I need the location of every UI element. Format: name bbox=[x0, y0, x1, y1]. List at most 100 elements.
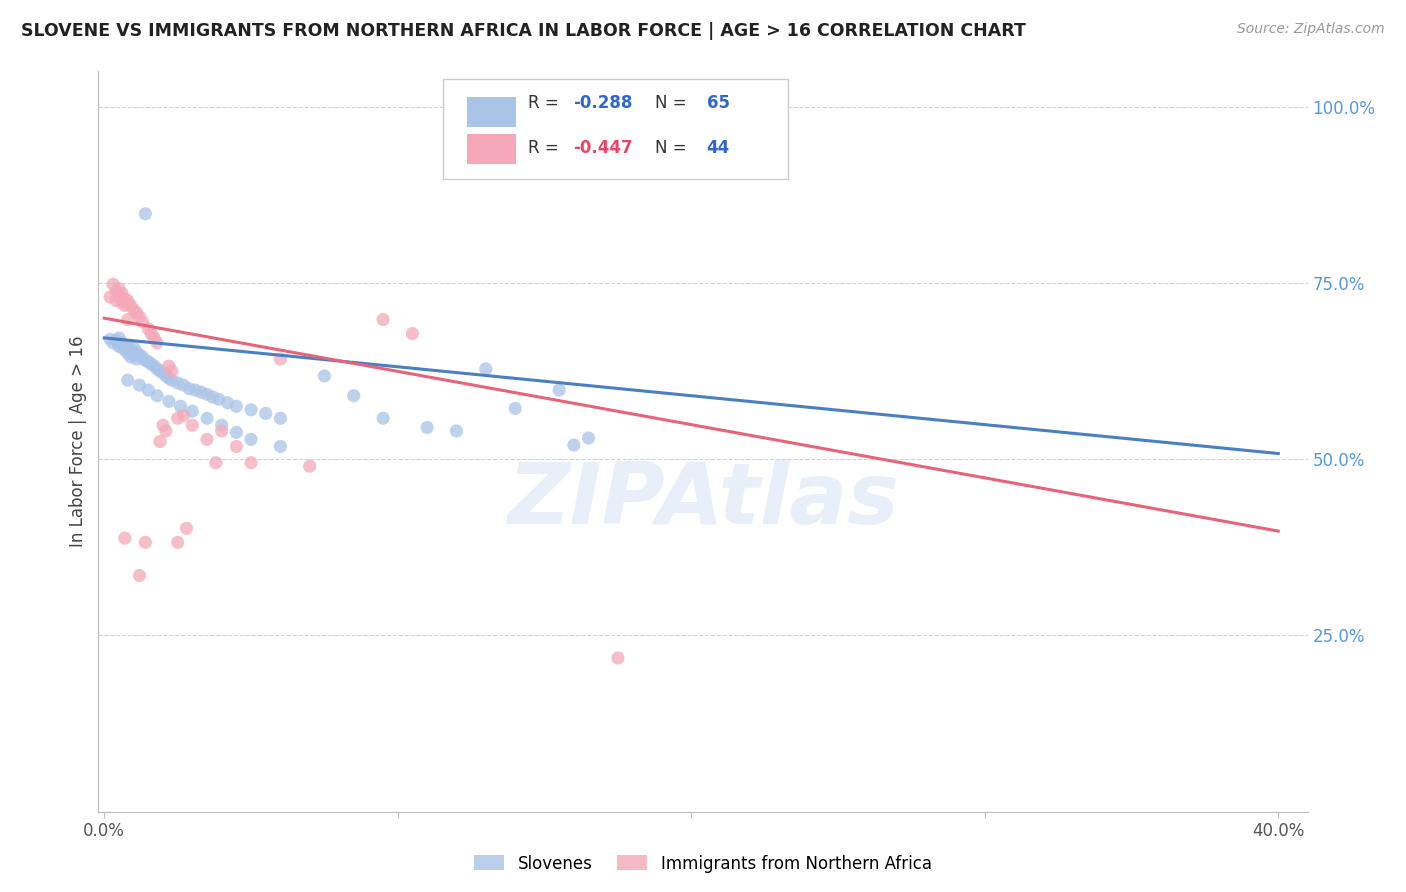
Point bbox=[136, 322, 159, 336]
Point bbox=[225, 425, 247, 440]
Point bbox=[181, 418, 204, 433]
Point bbox=[108, 288, 131, 302]
Point bbox=[105, 334, 128, 348]
Point bbox=[240, 402, 263, 417]
Point bbox=[98, 332, 121, 346]
Point bbox=[114, 338, 136, 352]
Point bbox=[125, 352, 148, 367]
Point bbox=[208, 392, 231, 407]
Point bbox=[371, 411, 394, 425]
Point bbox=[204, 456, 226, 470]
Point bbox=[117, 339, 139, 353]
Point bbox=[166, 376, 188, 390]
Point bbox=[195, 433, 218, 447]
Point bbox=[105, 285, 128, 299]
Point bbox=[108, 331, 131, 345]
Point bbox=[136, 383, 159, 397]
Point bbox=[152, 418, 174, 433]
Point bbox=[179, 382, 201, 396]
Point bbox=[136, 355, 159, 369]
Point bbox=[225, 399, 247, 413]
Point bbox=[122, 302, 145, 317]
Point bbox=[108, 281, 131, 295]
Point bbox=[343, 389, 366, 403]
Point bbox=[562, 438, 585, 452]
Point bbox=[169, 399, 191, 413]
Point bbox=[131, 350, 153, 364]
Point bbox=[125, 345, 148, 359]
Point bbox=[111, 295, 134, 310]
Y-axis label: In Labor Force | Age > 16: In Labor Force | Age > 16 bbox=[69, 335, 87, 548]
Point bbox=[416, 420, 439, 434]
Point bbox=[160, 373, 183, 387]
Point bbox=[371, 312, 394, 326]
Point bbox=[146, 335, 169, 350]
Point bbox=[117, 373, 139, 387]
Point bbox=[225, 440, 247, 454]
Text: R =: R = bbox=[527, 138, 564, 157]
Point bbox=[128, 568, 150, 582]
Point bbox=[143, 331, 166, 345]
Point bbox=[157, 371, 180, 385]
Legend: Slovenes, Immigrants from Northern Africa: Slovenes, Immigrants from Northern Afric… bbox=[468, 848, 938, 880]
Point bbox=[134, 207, 156, 221]
Point bbox=[117, 293, 139, 308]
Point bbox=[254, 406, 277, 420]
Point bbox=[157, 394, 180, 409]
Text: SLOVENE VS IMMIGRANTS FROM NORTHERN AFRICA IN LABOR FORCE | AGE > 16 CORRELATION: SLOVENE VS IMMIGRANTS FROM NORTHERN AFRI… bbox=[21, 22, 1026, 40]
Point bbox=[114, 292, 136, 306]
Point bbox=[111, 341, 134, 355]
Point bbox=[173, 378, 195, 392]
Point bbox=[240, 456, 263, 470]
Point bbox=[111, 335, 134, 350]
Text: ZIPAtlas: ZIPAtlas bbox=[508, 459, 898, 542]
Point bbox=[201, 390, 224, 404]
Point bbox=[503, 401, 526, 416]
Point bbox=[143, 359, 166, 373]
Point bbox=[157, 359, 180, 373]
Point bbox=[128, 348, 150, 362]
Point bbox=[269, 411, 291, 425]
Point bbox=[122, 341, 145, 355]
Point bbox=[146, 389, 169, 403]
Text: N =: N = bbox=[655, 95, 692, 112]
Text: R =: R = bbox=[527, 95, 564, 112]
Point bbox=[217, 396, 239, 410]
Point bbox=[446, 424, 468, 438]
Point bbox=[314, 368, 336, 383]
Point bbox=[401, 326, 423, 341]
Point bbox=[548, 383, 571, 397]
Point bbox=[125, 305, 148, 319]
Point bbox=[101, 277, 124, 292]
Point bbox=[134, 353, 156, 368]
Point bbox=[269, 352, 291, 367]
Point bbox=[105, 293, 128, 308]
Point bbox=[117, 346, 139, 360]
Point bbox=[131, 315, 153, 329]
Bar bbox=[467, 97, 516, 127]
Point bbox=[141, 326, 163, 341]
Point bbox=[184, 383, 207, 397]
Text: 44: 44 bbox=[707, 138, 730, 157]
Text: Source: ZipAtlas.com: Source: ZipAtlas.com bbox=[1237, 22, 1385, 37]
Point bbox=[120, 298, 142, 312]
Point bbox=[120, 343, 142, 357]
Point bbox=[211, 418, 233, 433]
Point bbox=[475, 362, 498, 376]
Point bbox=[149, 364, 172, 378]
Point bbox=[111, 286, 134, 301]
Point bbox=[176, 521, 198, 535]
Point bbox=[190, 385, 212, 400]
Point bbox=[578, 431, 600, 445]
Point bbox=[120, 350, 142, 364]
Point bbox=[173, 409, 195, 423]
Point bbox=[211, 424, 233, 438]
Point bbox=[149, 434, 172, 449]
Point bbox=[155, 368, 177, 383]
Point bbox=[166, 535, 188, 549]
Point bbox=[298, 459, 321, 474]
Point bbox=[160, 364, 183, 378]
Point bbox=[114, 298, 136, 312]
Point bbox=[195, 411, 218, 425]
Text: -0.447: -0.447 bbox=[574, 138, 633, 157]
